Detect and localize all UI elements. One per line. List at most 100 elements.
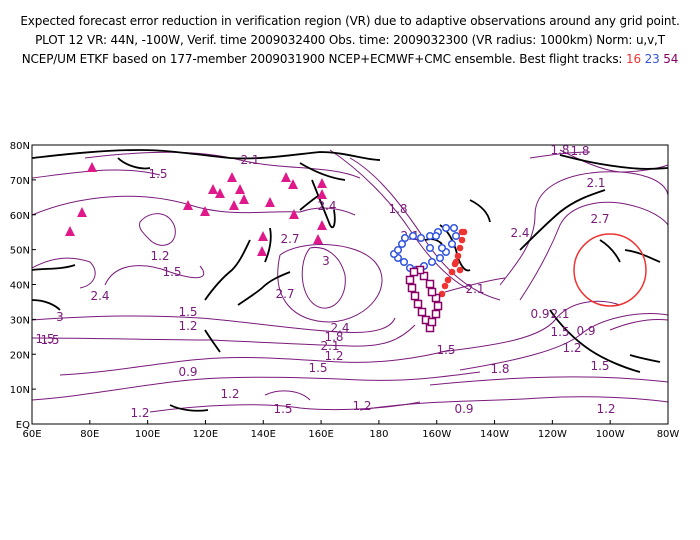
contour-label: 1.2 [220, 387, 239, 401]
contour-line [59, 349, 451, 376]
contour-label: 1.5 [308, 361, 327, 375]
contour-label: 1.2 [178, 319, 197, 333]
track-16-point [444, 276, 452, 284]
contour-lines [31, 149, 669, 413]
lon-label: 120W [538, 429, 567, 440]
station-marker [200, 206, 210, 216]
contour-label: 1.5 [550, 325, 569, 339]
contour-label: 1.8 [550, 143, 569, 157]
latitude-labels: EQ 10N 20N 30N 40N 50N 60N 70N 80N [10, 141, 30, 431]
track-23-point [397, 239, 407, 249]
contour-label: 2.1 [465, 282, 484, 296]
contour-label: 0.9 [454, 402, 473, 416]
coastline [519, 189, 606, 251]
track-23-point [393, 245, 403, 255]
track-16-point [454, 252, 462, 260]
contour-line [264, 390, 311, 401]
coastline [31, 299, 61, 311]
track-16-point [458, 236, 466, 244]
contour-label: 1.5 [436, 343, 455, 357]
track-16-point [456, 266, 464, 274]
coastline [559, 154, 669, 170]
track-23-point [408, 231, 418, 241]
contour-label: 2.7 [275, 287, 294, 301]
lon-label: 100E [135, 429, 160, 440]
station-marker [227, 172, 237, 182]
contour-line [104, 265, 205, 286]
contour-label: 1.2 [150, 249, 169, 263]
contour-label: 1.5 [35, 332, 54, 346]
contour-line [277, 244, 383, 323]
lat-label: 20N [10, 350, 30, 361]
lon-label: 140E [251, 429, 276, 440]
track-54-point [407, 283, 417, 293]
contour-label: 3 [56, 310, 64, 324]
station-marker [183, 200, 193, 210]
contour-line [31, 315, 396, 333]
station-marker [215, 188, 225, 198]
flight-track-16 [438, 228, 468, 298]
track-54-point [427, 317, 437, 327]
contour-label: 1.8 [570, 144, 589, 158]
station-marker [281, 172, 291, 182]
contour-label: 0.9 [178, 365, 197, 379]
station-marker [235, 184, 245, 194]
lat-label: 70N [10, 176, 30, 187]
contour-label: 1.5 [40, 333, 59, 347]
contour-line [529, 151, 591, 159]
contour-line [359, 396, 669, 411]
track-23-point [451, 231, 461, 241]
coastline [31, 149, 381, 161]
lon-label: 160W [422, 429, 451, 440]
coastline [169, 404, 209, 412]
contour-label: 2.1 [586, 176, 605, 190]
station-marker [65, 226, 75, 236]
contour-line [444, 277, 506, 293]
contour-label: 0.9 [576, 324, 595, 338]
lon-label: 120E [193, 429, 218, 440]
track-54-point [405, 275, 415, 285]
station-marker [208, 184, 218, 194]
contour-label: 1.5 [590, 359, 609, 373]
station-marker [257, 246, 267, 256]
contour-line [499, 171, 669, 286]
coastline [311, 179, 336, 229]
contour-label: 1.5 [148, 167, 167, 181]
track-23-point [437, 243, 447, 253]
contour-label: 2.1 [550, 307, 569, 321]
track-54-label: 54 [663, 52, 679, 66]
flight-track-23 [389, 223, 461, 275]
track-54-point [433, 301, 443, 311]
lon-label: 100W [596, 429, 625, 440]
contour-label: 0.9 [530, 307, 549, 321]
lat-label: 30N [10, 315, 30, 326]
station-marker [317, 178, 327, 188]
track-23-point [425, 243, 435, 253]
station-marker [265, 197, 275, 207]
contour-line [301, 246, 346, 309]
contour-label: 1.2 [562, 341, 581, 355]
verification-region-circle [573, 233, 647, 307]
contour-line [429, 376, 669, 386]
track-23-label: 23 [644, 52, 660, 66]
track-23-point [435, 253, 445, 263]
station-marker [239, 194, 249, 204]
station-marker [77, 207, 87, 217]
coastline [204, 329, 221, 353]
coastlines [31, 149, 669, 412]
contour-line [519, 201, 669, 301]
contour-label: 1.2 [324, 349, 343, 363]
contour-label: 2.1 [240, 153, 259, 167]
lon-label: 160E [308, 429, 333, 440]
map-frame [31, 144, 669, 425]
contour-line [31, 324, 416, 347]
title-line-3: NCEP/UM ETKF based on 177-member 2009031… [0, 52, 700, 66]
lat-label: 80N [10, 141, 30, 152]
title-line-3-text: NCEP/UM ETKF based on 177-member 2009031… [21, 52, 623, 66]
title-line-2: PLOT 12 VR: 44N, -100W, Verif. time 2009… [35, 33, 665, 47]
lat-label: 60N [10, 211, 30, 222]
lon-label: 140W [480, 429, 509, 440]
track-54-point [409, 267, 419, 277]
lat-label: 40N [10, 281, 30, 292]
